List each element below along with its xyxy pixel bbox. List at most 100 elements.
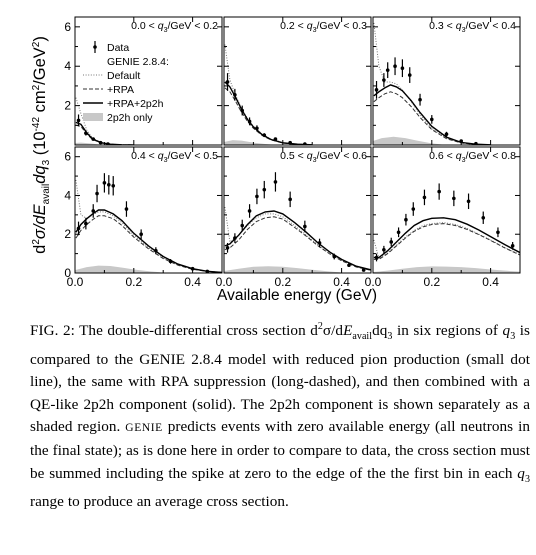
caption-q-sub: 3 xyxy=(510,331,516,343)
panel-title-prefix: 0.3 < xyxy=(429,20,456,32)
panel-title-sub: 3 xyxy=(313,27,317,34)
data-point xyxy=(437,189,441,194)
curve-rpa-2p2h xyxy=(373,84,491,145)
data-point xyxy=(288,140,292,145)
panel-frame xyxy=(223,16,372,146)
data-point xyxy=(317,241,322,245)
panel-title-q: q xyxy=(158,20,164,32)
data-point xyxy=(255,194,259,199)
data-point xyxy=(247,209,252,213)
panel-title-prefix: 0.2 < xyxy=(280,20,307,32)
panel-plot-area xyxy=(373,22,491,145)
curve-rpa xyxy=(373,223,520,260)
x-tick-label: 0.4 xyxy=(333,275,350,289)
ylabel-d: d xyxy=(31,245,49,254)
panel-title-q: q xyxy=(307,20,313,32)
data-point xyxy=(510,244,515,248)
curve-default xyxy=(224,44,313,145)
panel-frame xyxy=(372,146,521,274)
curve-rpa-2p2h xyxy=(75,209,222,273)
data-point xyxy=(303,142,307,145)
x-tick-label: 0.0 xyxy=(365,275,382,289)
panel-title-q: q xyxy=(456,20,462,32)
data-point xyxy=(262,187,267,192)
x-tick-label: 0.4 xyxy=(482,275,499,289)
band-2p2h xyxy=(373,136,447,145)
x-tick-label: 0.2 xyxy=(125,275,142,289)
legend-default-label: Default xyxy=(107,70,140,82)
data-point xyxy=(332,254,337,259)
data-point xyxy=(76,226,81,231)
data-point xyxy=(225,246,230,250)
y-tick-label: 2 xyxy=(64,99,71,113)
panel-title: 0.2 < q3/GeV < 0.3 xyxy=(280,20,367,34)
panel-title: 0.4 < q3/GeV < 0.5 xyxy=(131,150,218,164)
data-point xyxy=(91,209,96,213)
panel-title-suffix: /GeV < 0.8 xyxy=(466,150,517,162)
data-point xyxy=(84,221,88,226)
band-2p2h xyxy=(75,142,108,145)
data-point xyxy=(288,197,292,202)
data-point xyxy=(107,183,111,187)
legend-data-marker xyxy=(93,45,97,49)
caption-sup2: 2 xyxy=(317,321,323,332)
y-tick-label: 2 xyxy=(64,227,71,241)
ylabel-sub3: 3 xyxy=(41,159,52,165)
data-point xyxy=(102,181,107,185)
panel-title-suffix: /GeV < 0.3 xyxy=(317,20,368,32)
panel-plot-area xyxy=(224,172,371,273)
data-point xyxy=(452,196,456,201)
panel-frame xyxy=(74,16,223,146)
data-point xyxy=(168,259,173,264)
x-tick-label: 0.2 xyxy=(274,275,291,289)
data-point xyxy=(444,132,449,136)
panel-title-q: q xyxy=(307,150,313,162)
data-point xyxy=(361,268,366,272)
panel-plot-area xyxy=(75,97,134,145)
data-point xyxy=(106,142,110,145)
panel-3: 0.3 < q3/GeV < 0.4 xyxy=(372,16,521,146)
panel-title-suffix: /GeV < 0.5 xyxy=(168,150,219,162)
data-point xyxy=(466,199,471,204)
data-point xyxy=(98,140,103,145)
figure-caption: FIG. 2: The double-differential cross se… xyxy=(30,316,530,514)
panel-title: 0.3 < q3/GeV < 0.4 xyxy=(429,20,516,34)
data-point xyxy=(385,68,390,72)
data-point xyxy=(233,92,237,97)
caption-mid1: in six regions of xyxy=(392,322,503,340)
y-tick-label: 6 xyxy=(64,20,71,34)
legend-2p2h-label: 2p2h only xyxy=(107,112,153,124)
x-tick-label: 0.2 xyxy=(423,275,440,289)
ylabel-units-end: /GeV xyxy=(31,47,49,85)
curve-default xyxy=(373,22,491,145)
data-point xyxy=(382,78,386,82)
ylabel-units-exp2: 2 xyxy=(31,84,42,90)
panel-title-sub: 3 xyxy=(313,157,317,164)
data-point xyxy=(430,117,434,122)
caption-dq: dq xyxy=(372,322,388,340)
panel-title-prefix: 0.5 < xyxy=(280,150,307,162)
ylabel-units-exp3: 2 xyxy=(31,41,42,47)
legend-data-label: Data xyxy=(107,42,129,54)
data-point xyxy=(139,232,143,237)
data-point xyxy=(400,66,405,70)
band-2p2h xyxy=(75,265,170,273)
caption-q2: q xyxy=(517,464,525,482)
band-2p2h xyxy=(224,266,348,273)
curve-default xyxy=(224,207,371,271)
data-point xyxy=(154,248,158,253)
y-tick-label: 0 xyxy=(64,266,71,280)
curve-rpa xyxy=(224,87,313,145)
panel-title-suffix: /GeV < 0.2 xyxy=(168,20,219,32)
y-tick-label: 6 xyxy=(64,150,71,164)
data-point xyxy=(474,141,478,145)
data-point xyxy=(382,247,386,252)
ylabel-sigma: σ/d xyxy=(31,215,49,240)
data-point xyxy=(273,180,278,184)
data-point xyxy=(240,223,245,228)
y-tick-label: 4 xyxy=(64,59,71,73)
panel-title-sub: 3 xyxy=(462,157,466,164)
data-point xyxy=(418,97,422,102)
data-point xyxy=(124,207,129,211)
